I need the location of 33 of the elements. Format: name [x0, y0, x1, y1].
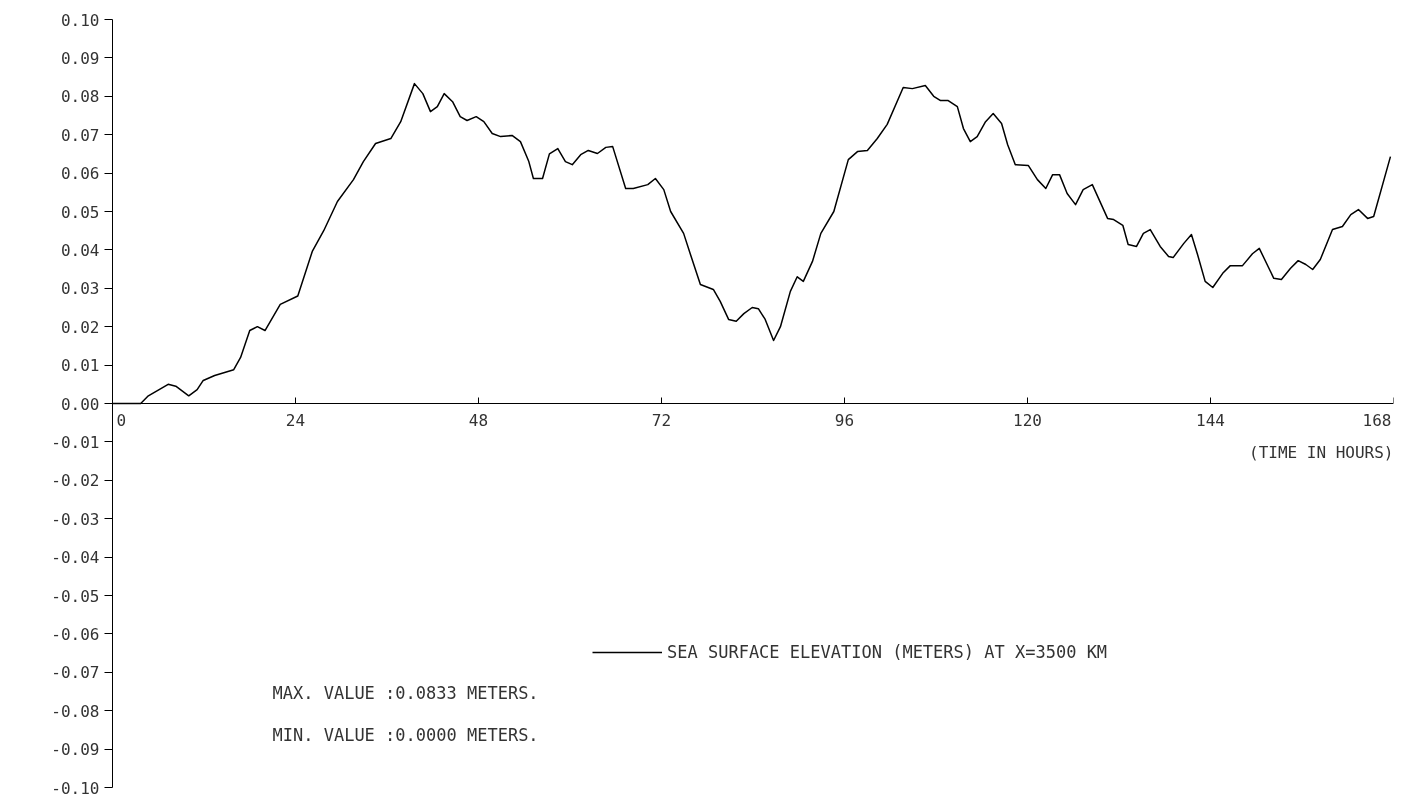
x-tick-label: 0 — [116, 410, 127, 430]
y-tick-label: 0.05 — [60, 202, 100, 222]
y-tick-label: 0.01 — [60, 356, 100, 376]
y-tick-label: -0.09 — [51, 740, 100, 760]
y-tick-label: 0.07 — [60, 125, 100, 145]
y-tick-label: 0.00 — [60, 394, 100, 414]
x-tick-label: 72 — [651, 410, 672, 430]
x-tick-label: 144 — [1196, 410, 1225, 430]
y-tick-label: 0.10 — [60, 10, 100, 30]
y-tick-label: -0.03 — [51, 509, 100, 529]
y-tick-label: -0.05 — [51, 586, 100, 606]
y-tick-label: 0.08 — [60, 87, 100, 107]
x-tick-label: 96 — [834, 410, 855, 430]
y-tick-label: -0.07 — [51, 663, 100, 683]
y-tick-label: -0.04 — [51, 548, 100, 568]
y-tick-label: -0.02 — [51, 471, 100, 491]
legend-label: SEA SURFACE ELEVATION (METERS) AT X=3500 KM — [667, 642, 1108, 662]
y-tick-label: 0.09 — [60, 48, 100, 68]
y-tick-label: 0.04 — [60, 240, 100, 260]
x-tick-label: 48 — [468, 410, 489, 430]
annotation: MAX. VALUE :0.0833 METERS. — [272, 682, 539, 703]
y-tick-label: 0.06 — [60, 164, 100, 184]
y-tick-label: -0.08 — [51, 701, 100, 721]
x-tick-label: 120 — [1013, 410, 1042, 430]
y-tick-label: 0.02 — [60, 317, 100, 337]
annotation: MIN. VALUE :0.0000 METERS. — [272, 724, 539, 745]
y-tick-label: 0.03 — [60, 279, 100, 299]
x-axis-title: (TIME IN HOURS) — [1249, 442, 1394, 462]
y-tick-label: -0.10 — [51, 778, 100, 798]
y-tick-label: -0.01 — [51, 432, 100, 452]
x-tick-label: 24 — [285, 410, 306, 430]
x-tick-label: 168 — [1362, 410, 1392, 430]
y-tick-label: -0.06 — [51, 624, 100, 644]
